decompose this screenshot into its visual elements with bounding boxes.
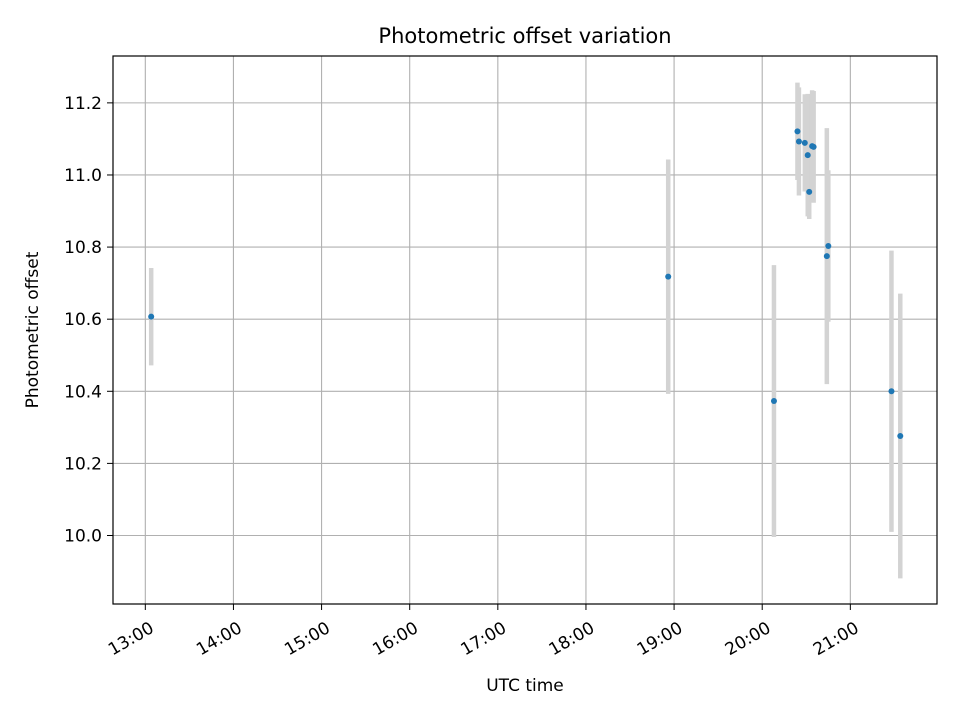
data-point	[770, 398, 777, 405]
data-point	[665, 273, 672, 280]
data-point	[806, 188, 813, 195]
y-tick-label: 10.0	[64, 527, 102, 547]
x-axis-label: UTC time	[486, 676, 564, 696]
data-point	[888, 388, 895, 395]
data-point	[810, 143, 817, 150]
plot-frame	[112, 55, 938, 605]
y-tick-label: 10.8	[64, 238, 102, 258]
y-tick-label: 11.2	[64, 94, 102, 114]
data-point	[801, 139, 808, 146]
data-point	[897, 432, 904, 439]
data-point	[148, 313, 155, 320]
y-axis-label: Photometric offset	[23, 251, 43, 408]
data-point	[794, 128, 801, 135]
grid	[113, 56, 937, 604]
y-tick-label: 10.4	[64, 382, 102, 402]
y-tick-label: 10.2	[64, 454, 102, 474]
data-points	[148, 128, 904, 439]
chart-title: Photometric offset variation	[378, 24, 671, 48]
data-point	[825, 242, 832, 249]
data-point	[823, 253, 830, 260]
y-axis-ticks: 10.0 10.2 10.4 10.6 10.8 11.0 11.2	[64, 94, 113, 547]
y-tick-label: 11.0	[64, 166, 102, 186]
data-point	[804, 152, 811, 159]
y-tick-label: 10.6	[64, 310, 102, 330]
data-point	[795, 138, 802, 145]
